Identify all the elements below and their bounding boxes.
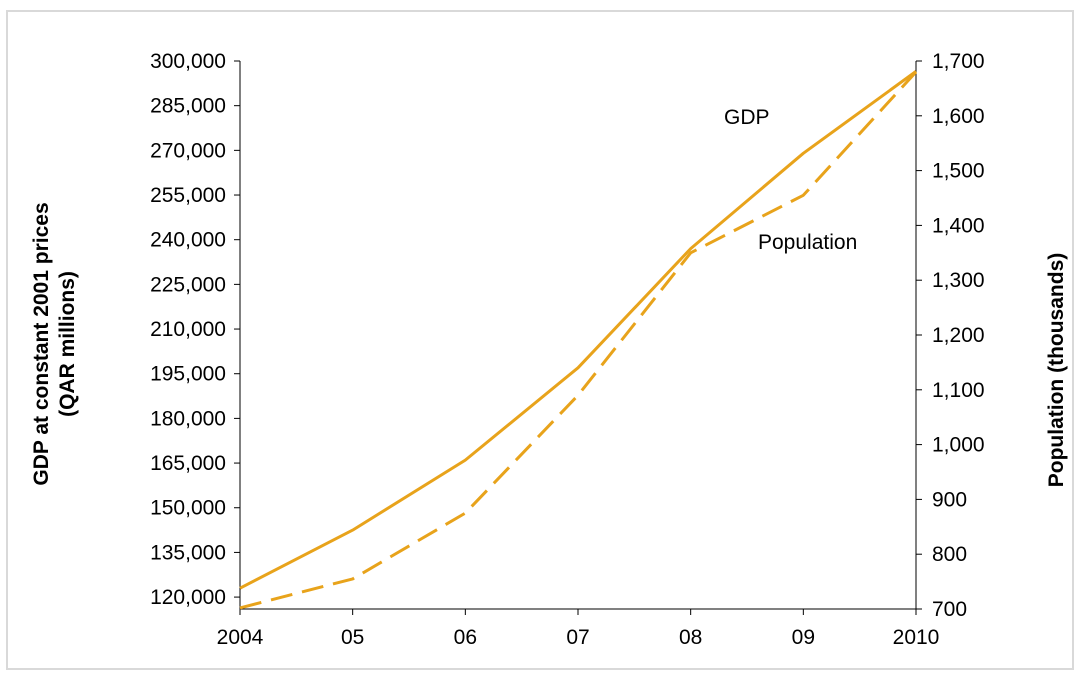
x-axis-tick-label: 07	[566, 626, 589, 649]
right-axis-tick-label: 1,000	[932, 434, 985, 457]
left-axis-tick-label: 300,000	[150, 50, 226, 73]
x-axis-tick-label: 09	[792, 626, 815, 649]
left-axis-tick-label: 120,000	[150, 586, 226, 609]
left-axis-tick-label: 135,000	[150, 541, 226, 564]
left-axis-tick-label: 195,000	[150, 363, 226, 386]
right-axis-tick-label: 800	[932, 543, 967, 566]
left-axis-tick-label: 285,000	[150, 95, 226, 118]
x-axis: 2004 05 06 07 08 09 2010	[217, 608, 940, 649]
left-axis-title-line2: (QAR millions)	[56, 271, 79, 417]
right-axis: 700 800 900 1,000 1,100 1,200 1,300 1,400 1,500 1…	[915, 50, 985, 621]
x-axis-tick-label: 08	[679, 626, 702, 649]
left-axis-tick-label: 240,000	[150, 229, 226, 252]
gdp-population-chart: 120,000 135,000 150,000 165,000 180,000 195,0…	[30, 50, 1068, 649]
right-axis-tick-label: 700	[932, 598, 967, 621]
left-axis-tick-label: 255,000	[150, 184, 226, 207]
left-axis-tick-label: 210,000	[150, 318, 226, 341]
x-axis-tick-label: 2004	[217, 626, 264, 649]
population-series-line	[239, 70, 918, 610]
chart-frame: 120,000 135,000 150,000 165,000 180,000 195,0…	[6, 10, 1074, 670]
gdp-series-line	[239, 70, 917, 590]
right-axis-tick-label: 1,400	[932, 214, 985, 237]
x-axis-tick-label: 06	[454, 626, 477, 649]
gdp-series-label: GDP	[724, 106, 770, 129]
right-axis-tick-label: 900	[932, 488, 967, 511]
x-axis-tick-label: 05	[341, 626, 364, 649]
population-series-label: Population	[758, 231, 857, 254]
right-axis-tick-label: 1,300	[932, 269, 985, 292]
right-axis-tick-label: 1,600	[932, 105, 985, 128]
right-axis-tick-label: 1,700	[932, 50, 985, 73]
left-axis-tick-label: 165,000	[150, 452, 226, 475]
left-axis-tick-label: 270,000	[150, 139, 226, 162]
left-axis-tick-label: 150,000	[150, 497, 226, 520]
left-axis-tick-label: 225,000	[150, 273, 226, 296]
left-axis-title-line1: GDP at constant 2001 prices	[30, 202, 53, 485]
left-axis: 120,000 135,000 150,000 165,000 180,000 195,0…	[150, 50, 241, 609]
right-axis-tick-label: 1,200	[932, 324, 985, 347]
left-axis-tick-label: 180,000	[150, 407, 226, 430]
right-axis-tick-label: 1,100	[932, 379, 985, 402]
x-axis-tick-label: 2010	[893, 626, 940, 649]
right-axis-tick-label: 1,500	[932, 160, 985, 183]
right-axis-title: Population (thousands)	[1045, 253, 1068, 487]
series-layer	[239, 70, 918, 610]
